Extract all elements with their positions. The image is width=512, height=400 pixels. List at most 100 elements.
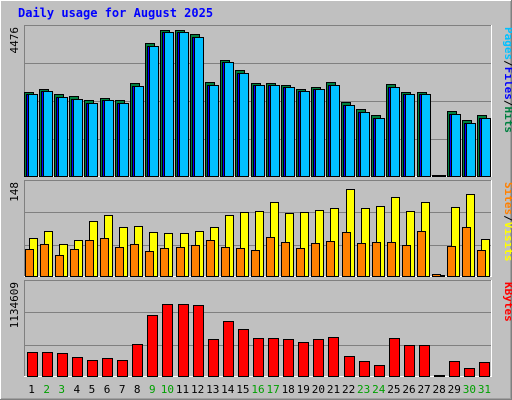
- bar-sites-day-3: [55, 255, 64, 277]
- bar-sites-day-30: [462, 227, 471, 277]
- legend-entry: Pages: [502, 27, 512, 60]
- day-label: 12: [191, 383, 204, 396]
- bar-kbytes-day-24: [374, 365, 385, 377]
- bar-pages-day-5: [88, 103, 98, 177]
- day-label: 25: [387, 383, 400, 396]
- bar-pages-day-25: [390, 87, 400, 177]
- bar-kbytes-day-1: [27, 352, 38, 377]
- day-label: 18: [282, 383, 295, 396]
- day-label: 1: [28, 383, 35, 396]
- day-label: 29: [448, 383, 461, 396]
- bar-kbytes-day-17: [268, 338, 279, 377]
- day-label: 2: [43, 383, 50, 396]
- day-label: 23: [357, 383, 370, 396]
- bar-sites-day-23: [357, 243, 366, 277]
- bar-pages-day-22: [345, 105, 355, 177]
- bar-sites-day-16: [251, 250, 260, 277]
- bar-kbytes-day-21: [328, 337, 339, 377]
- bar-sites-day-6: [100, 238, 109, 277]
- legend-entry: /: [502, 215, 512, 222]
- day-label: 6: [104, 383, 111, 396]
- bar-pages-day-31: [481, 118, 491, 177]
- bar-pages-day-11: [179, 32, 189, 177]
- bar-sites-day-17: [266, 237, 275, 277]
- bar-pages-day-30: [466, 123, 476, 177]
- day-label: 3: [58, 383, 65, 396]
- bar-pages-day-28: [436, 175, 446, 177]
- bar-sites-day-26: [402, 245, 411, 277]
- day-label: 14: [221, 383, 235, 396]
- chart-title: Daily usage for August 2025: [18, 6, 213, 20]
- panel-kbytes: 1134609 KBytes: [8, 280, 512, 377]
- day-label: 22: [342, 383, 355, 396]
- bar-sites-day-4: [70, 249, 79, 277]
- bar-sites-day-25: [387, 242, 396, 277]
- y-max-label: 148: [8, 182, 21, 202]
- legend-entry: Files: [502, 67, 512, 100]
- bar-sites-day-8: [130, 244, 139, 277]
- bar-kbytes-day-30: [464, 368, 475, 377]
- bar-kbytes-day-29: [449, 361, 460, 377]
- panel-visits-sites: 148 Sites/Visits: [8, 180, 512, 277]
- bar-pages-day-17: [270, 85, 280, 177]
- day-label: 26: [402, 383, 415, 396]
- bar-pages-day-27: [421, 94, 431, 177]
- bar-sites-day-22: [342, 232, 351, 277]
- bar-sites-day-24: [372, 242, 381, 277]
- legend-entry: /: [502, 100, 512, 107]
- legend-entry: Visits: [502, 222, 512, 262]
- bar-sites-day-28: [432, 274, 441, 277]
- day-label: 17: [266, 383, 279, 396]
- bar-kbytes-day-12: [193, 305, 204, 377]
- day-label: 15: [236, 383, 249, 396]
- bar-sites-day-2: [40, 244, 49, 277]
- bar-kbytes-day-11: [178, 304, 189, 377]
- bar-kbytes-day-13: [208, 339, 219, 377]
- bar-sites-day-13: [206, 240, 215, 277]
- bar-sites-day-21: [326, 241, 335, 277]
- day-label: 27: [417, 383, 430, 396]
- day-label: 11: [176, 383, 189, 396]
- day-label: 31: [478, 383, 491, 396]
- bar-pages-day-2: [43, 91, 53, 177]
- bar-kbytes-day-6: [102, 358, 113, 377]
- bar-kbytes-day-18: [283, 339, 294, 377]
- bar-sites-day-9: [145, 251, 154, 277]
- bar-kbytes-day-10: [162, 304, 173, 377]
- bar-sites-day-1: [25, 249, 34, 277]
- bar-kbytes-day-15: [238, 329, 249, 377]
- legend-entry: /: [502, 60, 512, 67]
- bar-kbytes-day-16: [253, 338, 264, 377]
- bar-sites-day-11: [176, 247, 185, 277]
- day-label: 10: [161, 383, 174, 396]
- bar-sites-day-10: [160, 248, 169, 277]
- bar-pages-day-24: [375, 118, 385, 177]
- bar-pages-day-21: [330, 85, 340, 177]
- bar-sites-day-31: [477, 250, 486, 277]
- day-label: 4: [74, 383, 81, 396]
- bar-pages-day-13: [209, 85, 219, 177]
- bar-sites-day-20: [311, 243, 320, 277]
- day-label: 8: [134, 383, 141, 396]
- bar-kbytes-day-22: [344, 356, 355, 377]
- bar-pages-day-16: [255, 85, 265, 177]
- bar-kbytes-day-28: [434, 375, 445, 377]
- bar-pages-day-9: [149, 46, 159, 177]
- bar-kbytes-day-26: [404, 345, 415, 377]
- y-max-label: 1134609: [8, 282, 21, 328]
- day-label: 20: [312, 383, 325, 396]
- bar-kbytes-day-2: [42, 352, 53, 377]
- bar-pages-day-12: [194, 37, 204, 177]
- day-label: 5: [89, 383, 96, 396]
- bar-kbytes-day-27: [419, 345, 430, 377]
- bar-pages-day-8: [134, 86, 144, 177]
- bar-pages-day-10: [164, 32, 174, 177]
- bar-pages-day-23: [360, 112, 370, 177]
- bar-pages-day-7: [119, 103, 129, 177]
- day-label: 21: [327, 383, 340, 396]
- bar-kbytes-day-9: [147, 315, 158, 377]
- day-label: 28: [433, 383, 446, 396]
- legend-entry: KBytes: [502, 282, 512, 322]
- day-label: 9: [149, 383, 156, 396]
- bar-sites-day-12: [191, 245, 200, 277]
